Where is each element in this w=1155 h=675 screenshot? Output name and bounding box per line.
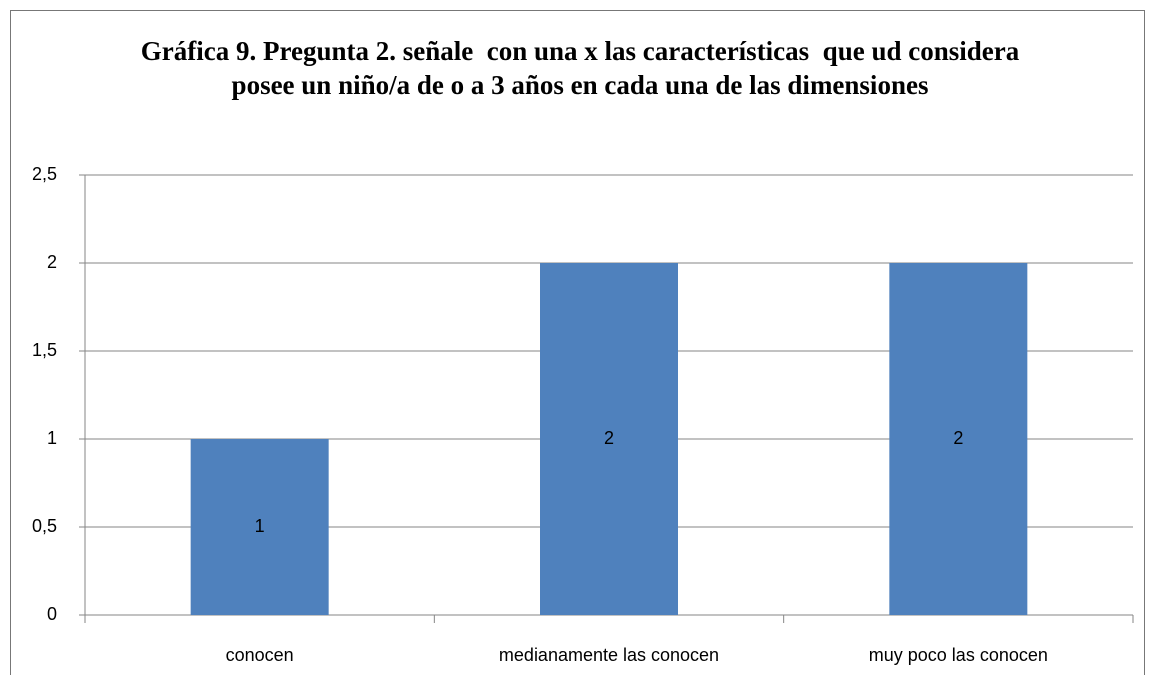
y-tick-label: 2	[47, 252, 57, 272]
chart-title: Gráfica 9. Pregunta 2. señale con una x …	[140, 36, 1026, 100]
y-tick-label: 2,5	[32, 164, 57, 184]
x-tick-label: medianamente las conocen	[499, 645, 719, 665]
bar	[190, 439, 329, 615]
data-label: 2	[604, 428, 614, 448]
y-tick-label: 1,5	[32, 340, 57, 360]
x-tick-label: conocen	[226, 645, 294, 665]
y-tick-label: 1	[47, 428, 57, 448]
chart-frame	[10, 10, 1145, 675]
bar	[540, 263, 678, 615]
y-tick-label: 0	[47, 604, 57, 624]
bar	[889, 263, 1028, 615]
x-tick-label: muy poco las conocen	[869, 645, 1048, 665]
y-tick-label: 0,5	[32, 516, 57, 536]
data-label: 2	[953, 428, 963, 448]
data-label: 1	[255, 516, 265, 536]
